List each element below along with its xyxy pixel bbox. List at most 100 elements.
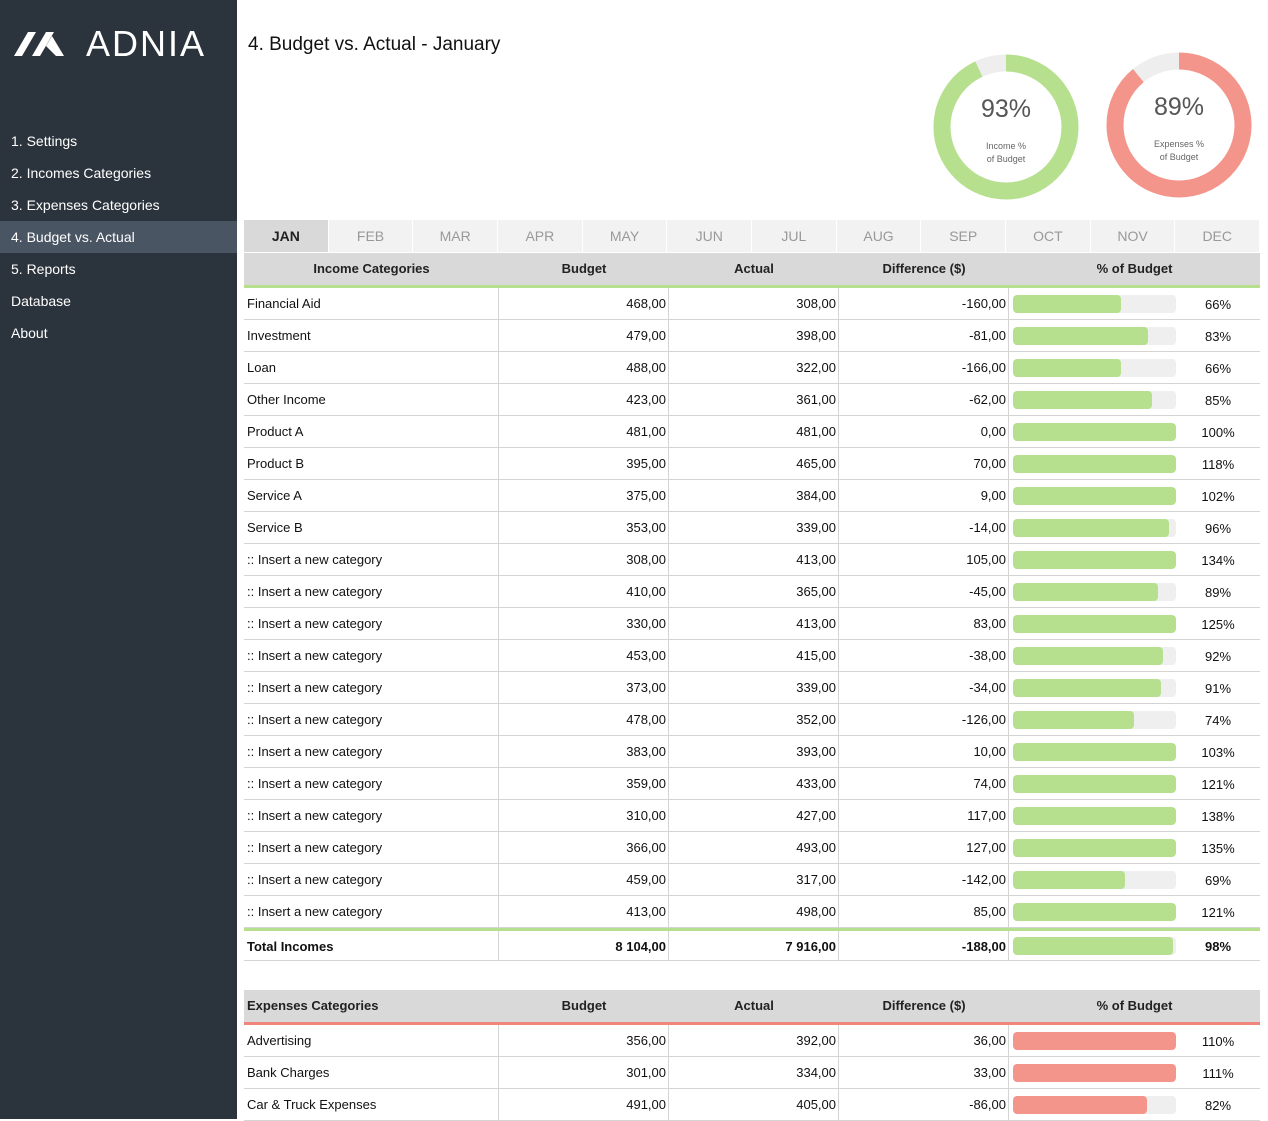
category-cell: Other Income xyxy=(244,384,499,415)
gauge-center xyxy=(952,73,1060,181)
tab-aug[interactable]: AUG xyxy=(836,220,922,252)
pct-bar-fill xyxy=(1013,870,1126,889)
budget-cell: 453,00 xyxy=(499,640,669,671)
table-row: :: Insert a new category 373,00 339,00 -34,… xyxy=(244,672,1260,704)
actual-cell: 405,00 xyxy=(669,1089,839,1120)
difference-cell: -38,00 xyxy=(839,640,1009,671)
pct-bar xyxy=(1013,550,1176,569)
category-cell: :: Insert a new category xyxy=(244,640,499,671)
sidebar-item-6[interactable]: Database xyxy=(11,293,71,309)
tab-jul[interactable]: JUL xyxy=(752,220,837,252)
pct-bar-fill xyxy=(1013,454,1176,473)
sidebar: ADNIA 1. Settings 2. Incomes Categories 3.… xyxy=(0,0,237,1119)
pct-cell: 82% xyxy=(1009,1089,1260,1120)
tab-jan[interactable]: JAN xyxy=(244,220,329,252)
budget-cell: 395,00 xyxy=(499,448,669,479)
table-row: :: Insert a new category 453,00 415,00 -38,… xyxy=(244,640,1260,672)
tab-mar[interactable]: MAR xyxy=(413,220,499,252)
sidebar-item-3[interactable]: 3. Expenses Categories xyxy=(11,197,160,213)
difference-cell: 10,00 xyxy=(839,736,1009,767)
pct-cell: 83% xyxy=(1009,320,1260,351)
pct-bar xyxy=(1013,390,1176,409)
pct-value: 74% xyxy=(1204,713,1232,728)
month-tabs: JAN FEB MAR APR MAY JUN JUL AUG SEP OCT NOV DEC xyxy=(244,220,1261,252)
tab-nov[interactable]: NOV xyxy=(1090,220,1176,252)
pct-bar-fill xyxy=(1013,358,1121,377)
pct-value: 118% xyxy=(1201,457,1235,472)
pct-cell: 69% xyxy=(1009,864,1260,895)
pct-bar xyxy=(1013,518,1176,537)
pct-bar xyxy=(1013,936,1176,955)
income-header-category: Income Categories xyxy=(313,261,430,276)
tab-apr[interactable]: APR xyxy=(498,220,583,252)
sidebar-item-2[interactable]: 2. Incomes Categories xyxy=(11,165,152,181)
category-cell: :: Insert a new category xyxy=(244,608,499,639)
tab-oct[interactable]: OCT xyxy=(1006,220,1091,252)
budget-cell: 479,00 xyxy=(499,320,669,351)
pct-value: 89% xyxy=(1204,585,1232,600)
tab-feb[interactable]: FEB xyxy=(328,220,414,252)
pct-value: 66% xyxy=(1204,361,1232,376)
income-gauge-value: 93% xyxy=(980,95,1032,123)
actual-cell: 334,00 xyxy=(669,1057,839,1088)
category-cell: :: Insert a new category xyxy=(244,576,499,607)
tab-jun[interactable]: JUN xyxy=(667,220,753,252)
sidebar-nav: 1. Settings 2. Incomes Categories 3. Expen… xyxy=(0,125,237,349)
pct-bar-fill xyxy=(1013,838,1176,857)
table-row: :: Insert a new category 410,00 365,00 -45,… xyxy=(244,576,1260,608)
tab-may[interactable]: MAY xyxy=(582,220,668,252)
logo-mark-icon xyxy=(14,32,64,56)
pct-bar xyxy=(1013,742,1176,761)
difference-cell: 85,00 xyxy=(839,896,1009,927)
sidebar-item-5[interactable]: 5. Reports xyxy=(11,261,76,277)
sidebar-item-4[interactable]: 4. Budget vs. Actual xyxy=(0,221,237,253)
pct-value: 121% xyxy=(1201,777,1235,792)
budget-cell: 330,00 xyxy=(499,608,669,639)
logo: ADNIA xyxy=(12,22,217,66)
expense-table: Expenses Categories Budget Actual Differ… xyxy=(244,990,1260,1121)
pct-value: 125% xyxy=(1201,617,1235,632)
expense-rows: Advertising 356,00 392,00 36,00 110% Bank Cha… xyxy=(244,1025,1260,1121)
actual-cell: 392,00 xyxy=(669,1025,839,1056)
actual-cell: 322,00 xyxy=(669,352,839,383)
pct-value: 110% xyxy=(1201,1034,1235,1049)
actual-cell: 352,00 xyxy=(669,704,839,735)
pct-value: 103% xyxy=(1201,745,1235,760)
pct-cell: 85% xyxy=(1009,384,1260,415)
pct-value: 91% xyxy=(1204,681,1232,696)
pct-value: 66% xyxy=(1204,297,1232,312)
tab-dec[interactable]: DEC xyxy=(1175,220,1261,252)
pct-bar-fill xyxy=(1013,582,1159,601)
gauge-center xyxy=(1125,71,1233,179)
difference-cell: -166,00 xyxy=(839,352,1009,383)
expense-donut-chart xyxy=(1106,52,1252,198)
budget-cell: 373,00 xyxy=(499,672,669,703)
income-table-header: Income Categories Budget Actual Differen… xyxy=(244,253,1260,288)
difference-cell: -126,00 xyxy=(839,704,1009,735)
table-row: Other Income 423,00 361,00 -62,00 85% xyxy=(244,384,1260,416)
pct-bar xyxy=(1013,358,1176,377)
table-row: :: Insert a new category 478,00 352,00 -126… xyxy=(244,704,1260,736)
sidebar-item-7[interactable]: About xyxy=(11,325,48,341)
budget-cell: 356,00 xyxy=(499,1025,669,1056)
category-cell: :: Insert a new category xyxy=(244,864,499,895)
actual-cell: 415,00 xyxy=(669,640,839,671)
pct-bar-fill xyxy=(1013,678,1162,697)
sidebar-item-1[interactable]: 1. Settings xyxy=(11,133,78,149)
actual-cell: 384,00 xyxy=(669,480,839,511)
actual-cell: 398,00 xyxy=(669,320,839,351)
tab-sep[interactable]: SEP xyxy=(921,220,1007,252)
difference-cell: 117,00 xyxy=(839,800,1009,831)
actual-cell: 365,00 xyxy=(669,576,839,607)
pct-value: 102% xyxy=(1201,489,1235,504)
pct-value: 83% xyxy=(1204,329,1232,344)
difference-cell: 36,00 xyxy=(839,1025,1009,1056)
table-row: Product B 395,00 465,00 70,00 118% xyxy=(244,448,1260,480)
income-gauge: 93% Income % of Budget xyxy=(932,53,1080,201)
difference-cell: -81,00 xyxy=(839,320,1009,351)
pct-bar xyxy=(1013,454,1176,473)
actual-cell: 413,00 xyxy=(669,608,839,639)
actual-cell: 361,00 xyxy=(669,384,839,415)
pct-bar xyxy=(1013,870,1176,889)
table-row: :: Insert a new category 366,00 493,00 127,… xyxy=(244,832,1260,864)
